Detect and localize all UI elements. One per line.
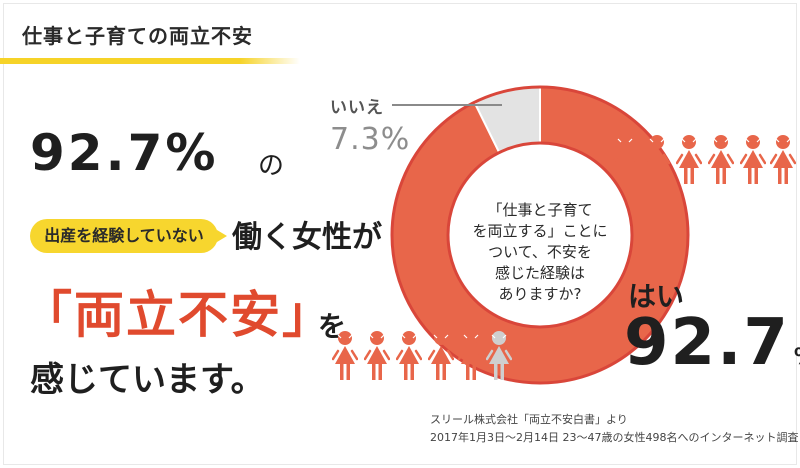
person-icon [643, 134, 671, 190]
slice-label-yes: はい [628, 280, 685, 313]
slice-value-yes-number: 92.7 [624, 306, 790, 380]
person-icon [395, 330, 423, 386]
person-icon [485, 330, 513, 386]
leader-line [392, 104, 502, 106]
donut-outer-ring [390, 85, 690, 385]
tag-pill: 出産を経験していない [30, 219, 227, 253]
slice-value-no: 7.3% [330, 122, 411, 157]
header-title: 仕事と子育ての両立不安 [22, 24, 253, 48]
slice-value-yes-unit: % [794, 345, 800, 370]
person-icon [675, 134, 703, 190]
headline-percent: 92.7% [30, 124, 219, 182]
keyword-text: 「両立不安」 [22, 286, 334, 344]
slice-value-yes: 92.7% [624, 306, 800, 380]
person-icon [427, 330, 455, 386]
slice-label-no: いいえ [330, 98, 384, 118]
person-icon [739, 134, 767, 190]
header-underline [0, 58, 300, 64]
source-line-1: スリール株式会社「両立不安白書」より [430, 413, 628, 426]
person-icon [331, 330, 359, 386]
person-icon [457, 330, 485, 386]
chart-question: 「仕事と子育て を両立する」ことに ついて、不安を 感じた経験は ありますか? [472, 201, 608, 303]
person-icon [611, 134, 639, 190]
person-icon [769, 134, 797, 190]
source-line-2: 2017年1月3日〜2月14日 23〜47歳の女性498名へのインターネット調査 [430, 431, 799, 444]
conclusion-text: 感じています。 [30, 360, 265, 400]
donut-inner-ring [446, 141, 634, 329]
person-icon [363, 330, 391, 386]
person-icon [707, 134, 735, 190]
headline-particle: の [258, 151, 285, 181]
subject-text: 働く女性が [232, 220, 382, 255]
